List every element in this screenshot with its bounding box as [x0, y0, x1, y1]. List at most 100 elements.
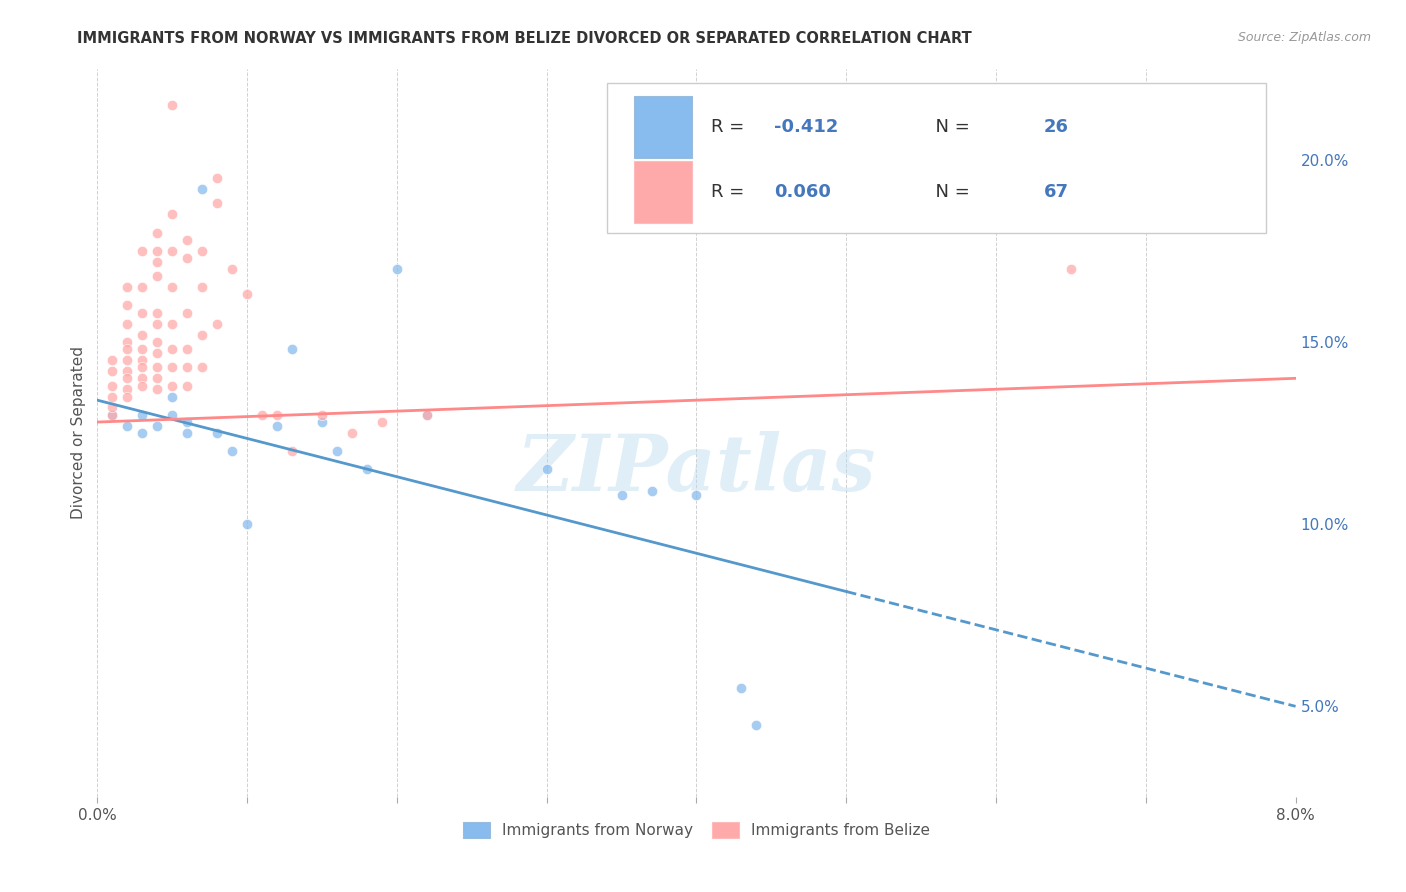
Point	[131, 378, 153, 392]
FancyBboxPatch shape	[606, 83, 1265, 233]
Point	[281, 342, 304, 356]
Point	[117, 382, 139, 396]
Point	[205, 425, 228, 440]
Point	[610, 488, 633, 502]
Point	[146, 418, 169, 433]
Point	[101, 401, 124, 415]
Point	[266, 418, 288, 433]
Point	[281, 444, 304, 458]
Point	[146, 244, 169, 258]
Text: IMMIGRANTS FROM NORWAY VS IMMIGRANTS FROM BELIZE DIVORCED OR SEPARATED CORRELATI: IMMIGRANTS FROM NORWAY VS IMMIGRANTS FRO…	[77, 31, 972, 46]
Point	[1060, 262, 1083, 277]
Point	[146, 306, 169, 320]
Text: N =: N =	[924, 118, 976, 136]
Point	[385, 262, 408, 277]
Point	[416, 408, 439, 422]
Point	[146, 360, 169, 375]
Point	[640, 484, 662, 499]
Bar	[634, 95, 692, 158]
Point	[250, 408, 273, 422]
Point	[117, 298, 139, 312]
Point	[131, 425, 153, 440]
Point	[146, 382, 169, 396]
Point	[131, 244, 153, 258]
Point	[340, 425, 363, 440]
Point	[146, 346, 169, 360]
Point	[131, 360, 153, 375]
Point	[236, 287, 259, 301]
Point	[191, 280, 214, 294]
Text: R =: R =	[711, 183, 749, 201]
Point	[326, 444, 349, 458]
Point	[221, 444, 243, 458]
Point	[162, 360, 184, 375]
Text: 67: 67	[1045, 183, 1069, 201]
Point	[745, 717, 768, 731]
Point	[162, 317, 184, 331]
Point	[101, 390, 124, 404]
Point	[191, 327, 214, 342]
Point	[162, 280, 184, 294]
Point	[176, 378, 198, 392]
Point	[266, 408, 288, 422]
Text: 0.060: 0.060	[775, 183, 831, 201]
Text: 26: 26	[1045, 118, 1069, 136]
Point	[162, 98, 184, 112]
Y-axis label: Divorced or Separated: Divorced or Separated	[72, 346, 86, 519]
Point	[176, 425, 198, 440]
Text: R =: R =	[711, 118, 749, 136]
Point	[101, 408, 124, 422]
Point	[685, 488, 707, 502]
Point	[162, 378, 184, 392]
Point	[131, 353, 153, 368]
Point	[191, 244, 214, 258]
Point	[236, 517, 259, 532]
Point	[131, 371, 153, 385]
Point	[146, 226, 169, 240]
Point	[536, 462, 558, 476]
Point	[146, 371, 169, 385]
Point	[131, 280, 153, 294]
Point	[176, 251, 198, 265]
Point	[311, 415, 333, 429]
Point	[162, 207, 184, 221]
Text: Source: ZipAtlas.com: Source: ZipAtlas.com	[1237, 31, 1371, 45]
Point	[176, 233, 198, 247]
Point	[205, 317, 228, 331]
Point	[146, 317, 169, 331]
Point	[356, 462, 378, 476]
Point	[146, 269, 169, 284]
Point	[416, 408, 439, 422]
Point	[101, 408, 124, 422]
Text: -0.412: -0.412	[775, 118, 839, 136]
Point	[131, 342, 153, 356]
Point	[146, 254, 169, 268]
Point	[221, 262, 243, 277]
Point	[205, 196, 228, 211]
Point	[101, 364, 124, 378]
Point	[162, 342, 184, 356]
Text: ZIPatlas: ZIPatlas	[517, 431, 876, 508]
Point	[191, 182, 214, 196]
Point	[117, 342, 139, 356]
Point	[371, 415, 394, 429]
Point	[117, 317, 139, 331]
Point	[131, 306, 153, 320]
Text: N =: N =	[924, 183, 976, 201]
Point	[117, 418, 139, 433]
Point	[176, 306, 198, 320]
Point	[117, 334, 139, 349]
Point	[730, 681, 752, 695]
Point	[191, 360, 214, 375]
Point	[117, 390, 139, 404]
Point	[131, 408, 153, 422]
Point	[311, 408, 333, 422]
Point	[162, 408, 184, 422]
Point	[176, 360, 198, 375]
Point	[162, 390, 184, 404]
Point	[101, 378, 124, 392]
Point	[205, 170, 228, 185]
Point	[117, 280, 139, 294]
Point	[162, 244, 184, 258]
Point	[146, 334, 169, 349]
